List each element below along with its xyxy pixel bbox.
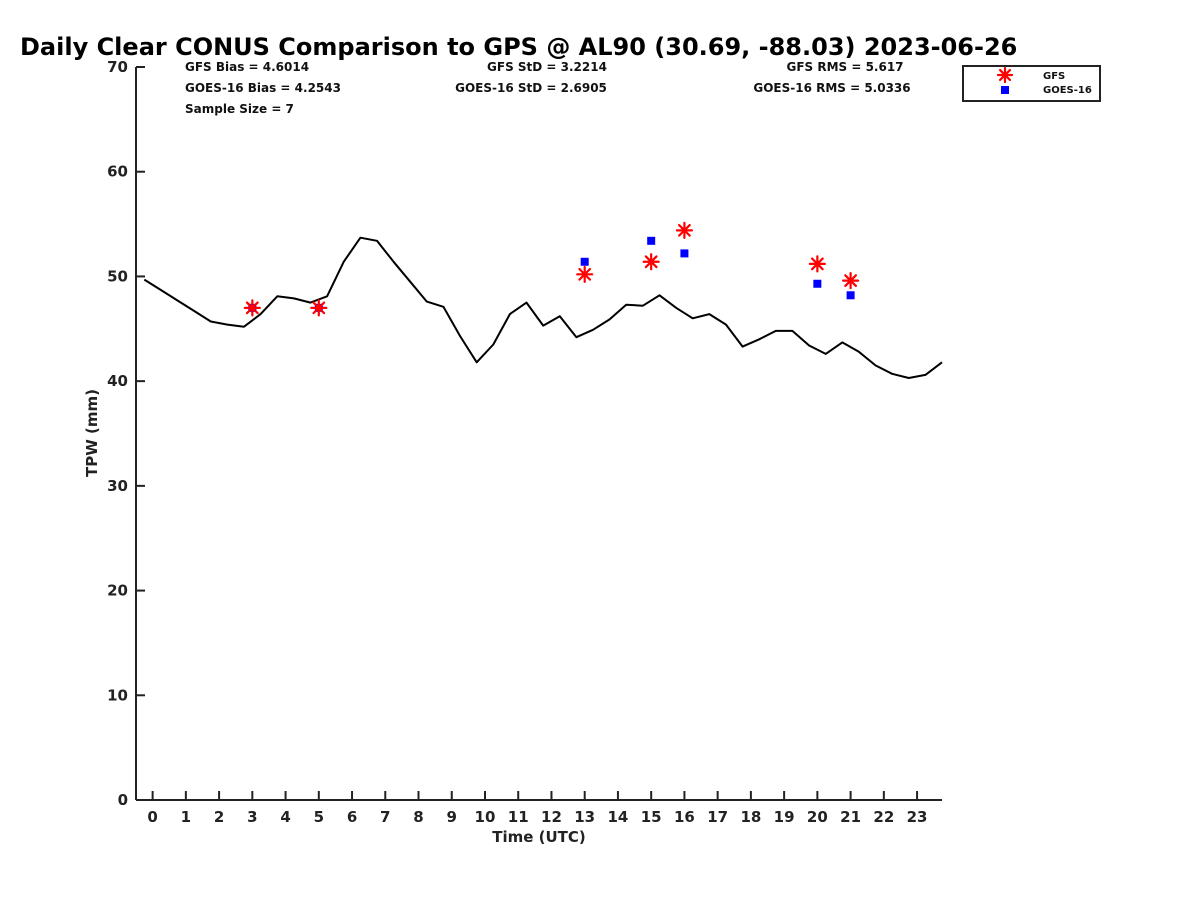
goes-16-point xyxy=(580,257,589,266)
y-tick-label: 0 xyxy=(118,791,128,809)
x-tick-label: 19 xyxy=(774,808,795,826)
x-tick-label: 17 xyxy=(707,808,728,826)
x-tick-label: 14 xyxy=(608,808,629,826)
x-tick-label: 21 xyxy=(840,808,861,826)
goes-16-point xyxy=(813,279,822,288)
gps-line xyxy=(143,236,943,379)
x-tick-label: 16 xyxy=(674,808,695,826)
x-tick-label: 11 xyxy=(508,808,529,826)
stats-block: GFS Bias = 4.6014 GOES-16 Bias = 4.2543 … xyxy=(185,60,911,116)
goes-16-point xyxy=(680,249,689,258)
goes-16-point xyxy=(846,291,855,300)
goes-rms-text: GOES-16 RMS = 5.0336 xyxy=(753,81,910,95)
x-tick-label: 23 xyxy=(907,808,928,826)
gfs-std-text: GFS StD = 3.2214 xyxy=(487,60,607,74)
legend-goes-label: GOES-16 xyxy=(1043,85,1092,96)
legend-gfs-asterisk xyxy=(996,66,1014,84)
x-tick-label: 5 xyxy=(314,808,324,826)
gfs-point xyxy=(808,255,826,273)
x-tick-label: 6 xyxy=(347,808,357,826)
goes-bias-text: GOES-16 Bias = 4.2543 xyxy=(185,81,341,95)
goes-16-series xyxy=(248,236,855,312)
gfs-bias-text: GFS Bias = 4.6014 xyxy=(185,60,309,74)
x-tick-label: 22 xyxy=(873,808,894,826)
gfs-point xyxy=(642,253,660,271)
chart-title: Daily Clear CONUS Comparison to GPS @ AL… xyxy=(20,33,1017,61)
y-tick-label: 30 xyxy=(107,477,128,495)
y-tick-label: 60 xyxy=(107,163,128,181)
gfs-rms-text: GFS RMS = 5.617 xyxy=(786,60,903,74)
y-tick-label: 20 xyxy=(107,582,128,600)
x-tick-label: 9 xyxy=(447,808,457,826)
goes-std-text: GOES-16 StD = 2.6905 xyxy=(455,81,607,95)
axes xyxy=(135,67,942,801)
goes-16-point xyxy=(647,236,656,245)
gfs-point xyxy=(576,265,594,283)
x-tick-label: 0 xyxy=(147,808,157,826)
x-tick-label: 12 xyxy=(541,808,562,826)
x-tick-label: 2 xyxy=(214,808,224,826)
x-tick-label: 3 xyxy=(247,808,257,826)
gfs-series xyxy=(243,221,860,317)
y-tick-label: 70 xyxy=(107,58,128,76)
gfs-point xyxy=(310,299,328,317)
gps-line-series xyxy=(143,236,943,379)
legend-goes-marker xyxy=(1001,86,1009,94)
x-ticks: 0 1 2 3 4 5 6 7 8 9 10 11 12 13 14 15 16 17 18 19 20 21 22 23 xyxy=(147,791,928,826)
x-tick-label: 8 xyxy=(413,808,423,826)
x-axis-label: Time (UTC) xyxy=(492,828,586,846)
y-tick-label: 40 xyxy=(107,372,128,390)
x-tick-label: 7 xyxy=(380,808,390,826)
x-tick-label: 13 xyxy=(574,808,595,826)
gfs-point xyxy=(243,299,261,317)
legend-gfs-marker xyxy=(996,66,1014,84)
gfs-point xyxy=(841,272,860,290)
y-tick-label: 50 xyxy=(107,267,128,285)
x-tick-label: 4 xyxy=(280,808,290,826)
x-tick-label: 15 xyxy=(641,808,662,826)
legend-gfs-label: GFS xyxy=(1043,71,1065,82)
x-tick-label: 1 xyxy=(181,808,191,826)
x-tick-label: 20 xyxy=(807,808,828,826)
y-axis-label: TPW (mm) xyxy=(83,389,101,477)
y-ticks: 0 10 20 30 40 50 60 70 xyxy=(107,58,145,809)
gfs-point xyxy=(675,221,694,239)
legend-box xyxy=(962,65,1101,102)
x-tick-label: 18 xyxy=(740,808,761,826)
legend: GFS GOES-16 xyxy=(962,65,1101,102)
y-tick-label: 10 xyxy=(107,686,128,704)
x-tick-label: 10 xyxy=(475,808,496,826)
sample-size-text: Sample Size = 7 xyxy=(185,102,294,116)
